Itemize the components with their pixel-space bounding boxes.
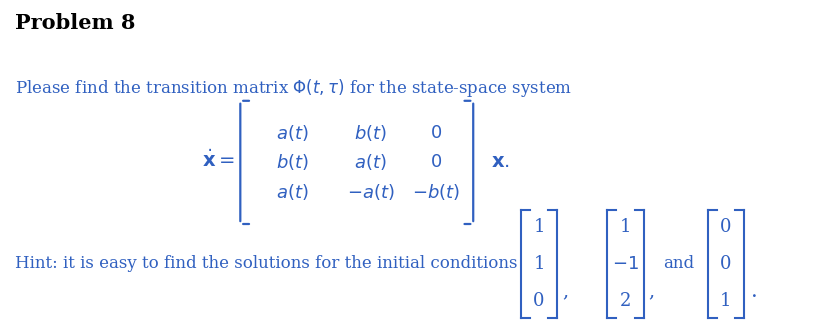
Text: $\dot{\mathbf{x}}=$: $\dot{\mathbf{x}}=$	[202, 149, 235, 171]
Text: 0: 0	[720, 255, 732, 273]
Text: $b(t)$: $b(t)$	[276, 152, 309, 172]
Text: 1: 1	[533, 255, 545, 273]
Text: $\mathbf{x}.$: $\mathbf{x}.$	[491, 153, 510, 172]
Text: Problem 8: Problem 8	[15, 13, 135, 33]
Text: $a(t)$: $a(t)$	[276, 182, 309, 202]
Text: 1: 1	[620, 218, 631, 236]
Text: 0: 0	[533, 292, 545, 310]
Text: $-1$: $-1$	[612, 255, 639, 273]
Text: Hint: it is easy to find the solutions for the initial conditions: Hint: it is easy to find the solutions f…	[15, 255, 518, 273]
Text: .: .	[751, 282, 757, 301]
Text: 0: 0	[720, 218, 732, 236]
Text: $a(t)$: $a(t)$	[354, 152, 387, 172]
Text: $-b(t)$: $-b(t)$	[412, 182, 460, 202]
Text: ,: ,	[649, 282, 654, 300]
Text: $-a(t)$: $-a(t)$	[346, 182, 394, 202]
Text: $0$: $0$	[430, 153, 442, 172]
Text: Please find the transition matrix $\Phi(t,\tau)$ for the state-space system: Please find the transition matrix $\Phi(…	[15, 77, 572, 99]
Text: 2: 2	[620, 292, 631, 310]
Text: 1: 1	[533, 218, 545, 236]
Text: $0$: $0$	[430, 124, 442, 142]
Text: $b(t)$: $b(t)$	[354, 123, 387, 143]
Text: ,: ,	[562, 282, 568, 300]
Text: 1: 1	[720, 292, 732, 310]
Text: $a(t)$: $a(t)$	[276, 123, 309, 143]
Text: and: and	[663, 255, 695, 273]
